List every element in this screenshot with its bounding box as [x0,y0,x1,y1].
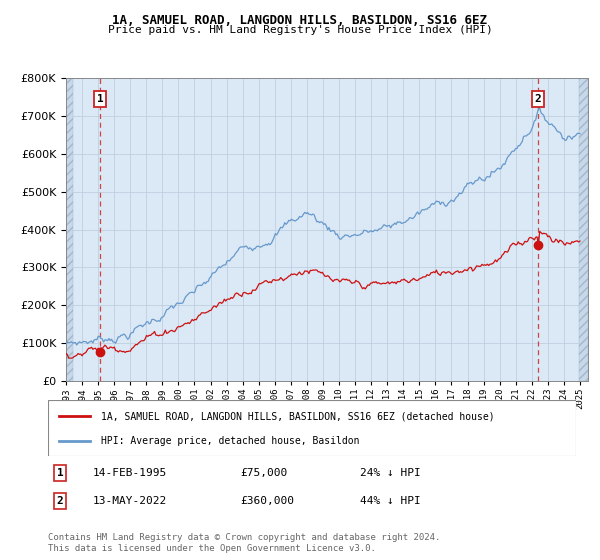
Text: 44% ↓ HPI: 44% ↓ HPI [360,496,421,506]
Text: HPI: Average price, detached house, Basildon: HPI: Average price, detached house, Basi… [101,436,359,446]
Text: Contains HM Land Registry data © Crown copyright and database right 2024.
This d: Contains HM Land Registry data © Crown c… [48,534,440,553]
Bar [66,78,73,381]
Text: 1A, SAMUEL ROAD, LANGDON HILLS, BASILDON, SS16 6EZ (detached house): 1A, SAMUEL ROAD, LANGDON HILLS, BASILDON… [101,411,494,421]
Text: 2: 2 [535,94,541,104]
Text: 2: 2 [56,496,64,506]
Text: 13-MAY-2022: 13-MAY-2022 [93,496,167,506]
Bar [66,78,73,381]
Bar [578,78,589,381]
Text: 1: 1 [97,94,103,104]
Text: 1A, SAMUEL ROAD, LANGDON HILLS, BASILDON, SS16 6EZ: 1A, SAMUEL ROAD, LANGDON HILLS, BASILDON… [113,14,487,27]
Bar [578,78,589,381]
Text: 1: 1 [56,468,64,478]
Text: £75,000: £75,000 [240,468,287,478]
Text: Price paid vs. HM Land Registry's House Price Index (HPI): Price paid vs. HM Land Registry's House … [107,25,493,35]
Text: £360,000: £360,000 [240,496,294,506]
FancyBboxPatch shape [48,400,576,456]
Text: 14-FEB-1995: 14-FEB-1995 [93,468,167,478]
Text: 24% ↓ HPI: 24% ↓ HPI [360,468,421,478]
